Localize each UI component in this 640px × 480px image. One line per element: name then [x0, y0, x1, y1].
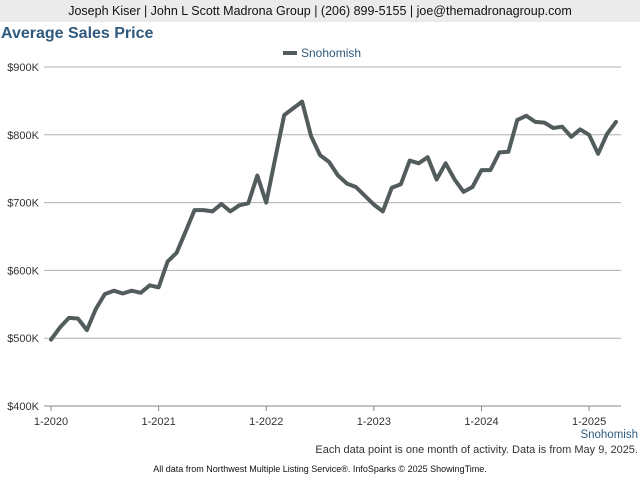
data-point	[58, 325, 62, 329]
data-point	[130, 289, 134, 293]
data-point	[210, 209, 214, 213]
data-point	[578, 127, 582, 131]
data-point	[219, 202, 223, 206]
data-point	[497, 150, 501, 154]
data-point	[282, 113, 286, 117]
data-point	[237, 203, 241, 207]
data-point	[417, 161, 421, 165]
x-tick-label: 1-2021	[141, 416, 175, 428]
data-point	[605, 132, 609, 136]
data-point	[587, 133, 591, 137]
gridlines	[44, 66, 621, 407]
data-point	[157, 285, 161, 289]
data-point	[318, 153, 322, 157]
data-point	[515, 118, 519, 122]
x-tick-label: 1-2020	[34, 416, 68, 428]
data-point	[381, 209, 385, 213]
chart-title: Average Sales Price	[1, 25, 154, 42]
data-point	[453, 178, 457, 182]
data-point	[336, 173, 340, 177]
data-point	[479, 168, 483, 172]
series-line-snohomish	[49, 99, 618, 342]
data-point	[94, 307, 98, 311]
data-point	[327, 160, 331, 164]
data-point	[67, 316, 71, 320]
data-point	[175, 251, 179, 255]
data-point	[363, 194, 367, 198]
data-point	[112, 289, 116, 293]
data-point	[426, 155, 430, 159]
data-point	[390, 186, 394, 190]
data-point	[300, 100, 304, 104]
y-tick-label: $400K	[7, 401, 39, 413]
series-layer	[49, 99, 618, 342]
data-point	[345, 182, 349, 186]
data-point	[435, 178, 439, 182]
data-point	[542, 121, 546, 125]
y-tick-label: $500K	[7, 333, 39, 345]
data-point	[139, 291, 143, 295]
data-point	[533, 120, 537, 124]
data-point	[569, 135, 573, 139]
x-tick-label: 1-2024	[464, 416, 498, 428]
data-point	[596, 152, 600, 156]
y-tick-label: $900K	[7, 62, 39, 74]
data-point	[246, 201, 250, 205]
data-point	[192, 208, 196, 212]
data-point	[264, 201, 268, 205]
data-point	[462, 190, 466, 194]
legend-label: Snohomish	[301, 46, 362, 60]
data-point	[372, 203, 376, 207]
legend[interactable]: Snohomish	[283, 46, 361, 60]
data-point	[49, 338, 53, 342]
data-point	[184, 230, 188, 234]
y-axis-tick-labels: $400K $500K $600K $700K $800K $900K	[7, 62, 39, 413]
data-note: Each data point is one month of activity…	[315, 444, 638, 456]
data-point	[399, 182, 403, 186]
data-point	[309, 134, 313, 138]
data-source: All data from Northwest Multiple Listing…	[153, 464, 487, 474]
y-tick-label: $700K	[7, 198, 39, 210]
data-point	[560, 125, 564, 129]
data-point	[524, 114, 528, 118]
data-point	[228, 209, 232, 213]
data-point	[255, 173, 259, 177]
data-point	[551, 126, 555, 130]
data-point	[103, 292, 107, 296]
data-point	[121, 291, 125, 295]
data-point	[444, 161, 448, 165]
data-point	[614, 120, 618, 124]
x-axis: 1-2020 1-2021 1-2022 1-2023 1-2024 1-2025	[34, 406, 606, 428]
data-point	[76, 317, 80, 321]
data-point	[354, 185, 358, 189]
data-point	[85, 328, 89, 332]
x-tick-label: 1-2023	[357, 416, 391, 428]
data-point	[488, 168, 492, 172]
y-tick-label: $800K	[7, 130, 39, 142]
data-point	[291, 106, 295, 110]
data-point	[148, 283, 152, 287]
series-axis-label: Snohomish	[580, 429, 638, 441]
data-point	[506, 150, 510, 154]
data-point	[273, 157, 277, 161]
legend-swatch	[283, 51, 297, 55]
data-point	[471, 185, 475, 189]
data-point	[166, 260, 170, 264]
y-tick-label: $600K	[7, 265, 39, 277]
x-tick-label: 1-2025	[572, 416, 606, 428]
data-point	[201, 208, 205, 212]
contact-header: Joseph Kiser | John L Scott Madrona Grou…	[0, 0, 640, 22]
data-point	[408, 159, 412, 163]
x-tick-label: 1-2022	[249, 416, 283, 428]
